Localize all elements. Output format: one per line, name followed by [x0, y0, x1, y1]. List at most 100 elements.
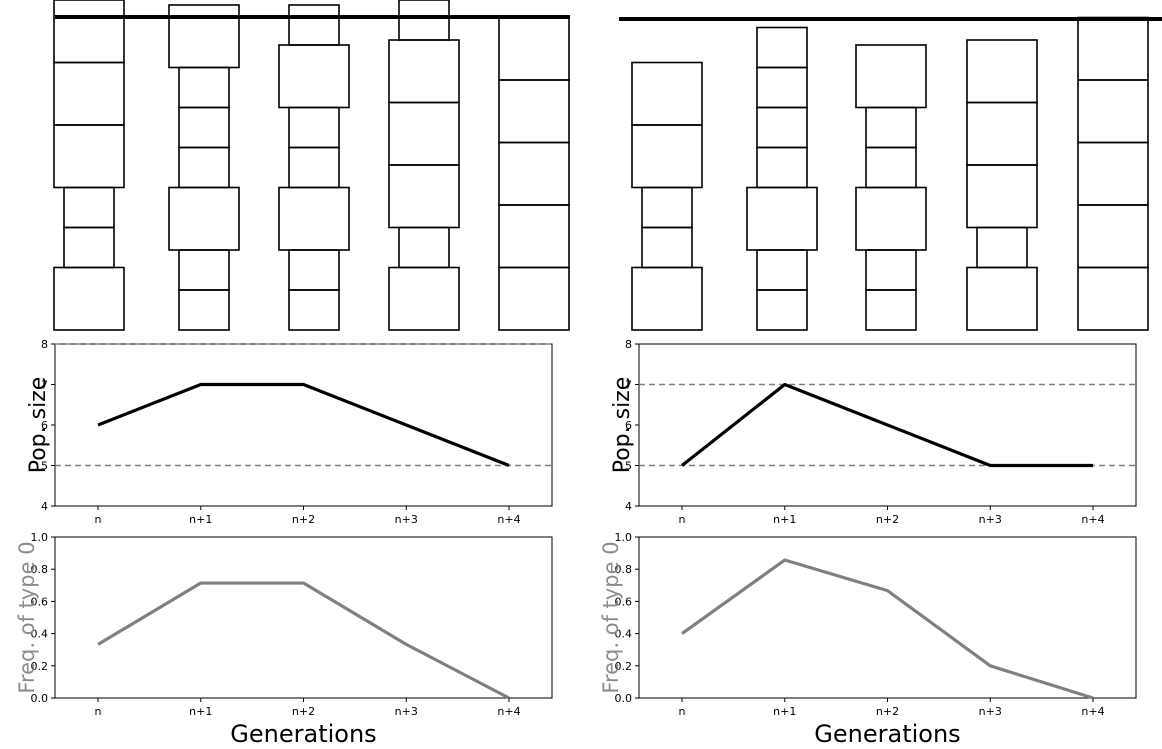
- cell-n-1: [63, 226, 115, 269]
- x-axis-label: Generations: [814, 720, 960, 748]
- cell-np4-4: [498, 16, 570, 81]
- x-tick-label: n+2: [876, 513, 899, 526]
- cell-np4-2: [498, 141, 570, 206]
- frequency-chart-left: 0.0 0.2 0.4 0.6 0.8 1.0 n n+1 n+2 n+3 n+4 Freq. of …: [15, 531, 553, 748]
- y-tick-label: 1.0: [615, 531, 633, 544]
- popsize-chart-left: 4 5 6 7 8 n n+1 n+2 n+3 n+4 Pop. size: [26, 338, 553, 526]
- cell-np3-1: [398, 226, 450, 269]
- x-tick-label: n+1: [189, 513, 212, 526]
- cell-n-4: [631, 61, 703, 126]
- x-tick-label: n+3: [395, 705, 418, 718]
- lineage-diagram-left: [53, 0, 570, 331]
- cell-np2-3: [865, 146, 917, 189]
- cell-np3-0: [388, 266, 460, 331]
- cell-np2-3: [288, 146, 340, 189]
- cell-np3-1: [976, 226, 1028, 269]
- cell-n-3: [53, 124, 125, 189]
- cell-np3-4: [966, 39, 1038, 104]
- cell-np1-6: [756, 26, 808, 69]
- y-tick-label: 0.8: [615, 563, 633, 576]
- x-tick-label: n+3: [979, 705, 1002, 718]
- x-tick-label: n+1: [189, 705, 212, 718]
- cell-np4-3: [498, 79, 570, 144]
- y-tick-label: 8: [625, 338, 632, 351]
- cell-np4-0: [1077, 266, 1149, 331]
- y-tick-label: 0.0: [615, 692, 633, 705]
- cell-np1-2: [168, 186, 240, 251]
- cell-np2-5: [855, 44, 927, 109]
- cell-np3-0: [966, 266, 1038, 331]
- cell-np2-1: [865, 249, 917, 291]
- x-tick-label: n+2: [876, 705, 899, 718]
- y-tick-label: 0.2: [31, 660, 49, 673]
- y-tick-label: 7: [41, 379, 48, 392]
- y-axis-label: Pop. size: [610, 377, 635, 474]
- y-tick-label: 1.0: [31, 531, 49, 544]
- x-tick-label: n+1: [773, 705, 796, 718]
- lineage-diagram-right: [619, 16, 1162, 331]
- plot-frame: [54, 536, 553, 699]
- cell-np4-1: [498, 204, 570, 269]
- y-tick-label: 6: [625, 419, 632, 432]
- plot-frame: [638, 536, 1137, 699]
- series-line: [681, 558, 1094, 700]
- y-tick-label: 0.8: [31, 563, 49, 576]
- x-tick-label: n+4: [497, 513, 520, 526]
- cell-n-1: [641, 226, 693, 269]
- x-tick-label: n: [679, 705, 686, 718]
- x-tick-label: n: [679, 513, 686, 526]
- cell-np1-4: [178, 106, 230, 149]
- x-tick-label: n+4: [1081, 705, 1104, 718]
- cell-n-2: [641, 186, 693, 229]
- x-axis-label: Generations: [230, 720, 376, 748]
- cell-np2-4: [865, 106, 917, 149]
- cell-n-3: [631, 124, 703, 189]
- cell-np2-4: [288, 106, 340, 149]
- cell-np1-1: [178, 249, 230, 291]
- x-tick-label: n+2: [292, 513, 315, 526]
- cell-np2-0: [288, 289, 340, 331]
- y-tick-label: 5: [41, 460, 48, 473]
- cell-np1-0: [756, 289, 808, 331]
- x-tick-label: n+3: [979, 513, 1002, 526]
- cell-n-0: [631, 266, 703, 331]
- y-tick-label: 4: [625, 500, 632, 513]
- cell-np1-3: [178, 146, 230, 189]
- cell-np1-4: [756, 106, 808, 149]
- popsize-chart-right: 4 5 6 7 8 n n+1 n+2 n+3 n+4 Pop. size: [610, 338, 1137, 526]
- cell-np3-2: [966, 164, 1038, 229]
- y-tick-label: 0.4: [615, 628, 633, 641]
- cell-np4-0: [498, 266, 570, 331]
- cell-np3-4: [388, 39, 460, 104]
- y-tick-label: 8: [41, 338, 48, 351]
- x-tick-label: n+4: [497, 705, 520, 718]
- series-line: [97, 382, 510, 467]
- cell-n-2: [63, 186, 115, 229]
- y-tick-label: 5: [625, 460, 632, 473]
- cell-n-5: [53, 0, 125, 64]
- cell-np4-3: [1077, 79, 1149, 144]
- y-tick-label: 7: [625, 379, 632, 392]
- cell-np2-6: [288, 4, 340, 46]
- x-tick-label: n+4: [1081, 513, 1104, 526]
- cell-np1-6: [168, 4, 240, 69]
- cell-np1-0: [178, 289, 230, 331]
- cell-np4-1: [1077, 204, 1149, 269]
- y-tick-label: 0.6: [615, 595, 633, 608]
- x-tick-label: n+2: [292, 705, 315, 718]
- y-axis-label: Freq. of type 0: [599, 541, 623, 693]
- cell-n-0: [53, 266, 125, 331]
- y-tick-label: 0.0: [31, 692, 49, 705]
- cell-np1-3: [756, 146, 808, 189]
- cell-np1-2: [746, 186, 818, 251]
- cell-np3-3: [966, 101, 1038, 166]
- cell-np2-2: [855, 186, 927, 251]
- y-axis-label: Pop. size: [26, 377, 51, 474]
- cell-np3-2: [388, 164, 460, 229]
- cell-np2-5: [278, 44, 350, 109]
- cell-np1-5: [178, 66, 230, 109]
- x-tick-label: n: [95, 705, 102, 718]
- cell-np1-5: [756, 66, 808, 109]
- y-tick-label: 0.2: [615, 660, 633, 673]
- x-tick-label: n: [95, 513, 102, 526]
